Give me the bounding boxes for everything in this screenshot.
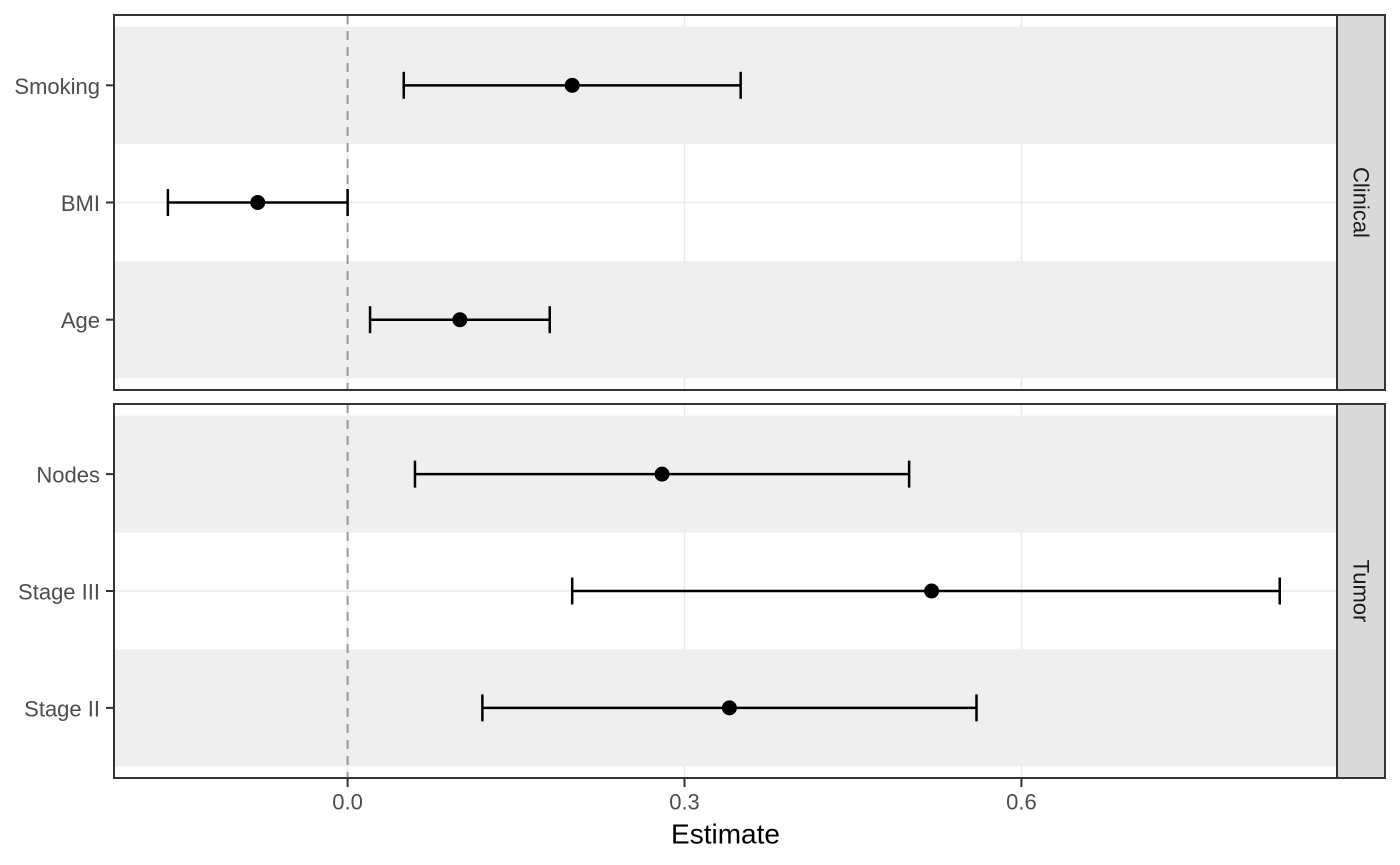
facet-panel-tumor — [113, 403, 1338, 779]
y-label-age: Age — [61, 308, 100, 333]
facet-strip-box — [1336, 403, 1386, 779]
y-label-stage-iii: Stage III — [18, 580, 100, 605]
y-label-nodes: Nodes — [36, 463, 100, 488]
x-tick-label-0-6: 0.6 — [1006, 790, 1037, 815]
point-smoking — [564, 77, 580, 93]
facet-strip-label-tumor: Tumor — [1349, 560, 1374, 623]
facet-strip-box — [1336, 14, 1386, 391]
point-nodes — [654, 466, 670, 482]
facet-strip-clinical: Clinical — [1336, 14, 1386, 391]
facet-strip-label-clinical: Clinical — [1349, 167, 1374, 238]
x-axis-title: Estimate — [671, 819, 780, 850]
point-bmi — [250, 195, 266, 210]
y-label-stage-ii: Stage II — [24, 696, 100, 721]
facet-panel-clinical — [113, 14, 1338, 391]
x-tick-label-0-0: 0.0 — [332, 790, 363, 815]
facet-strip-tumor: Tumor — [1336, 403, 1386, 779]
y-label-bmi: BMI — [61, 191, 100, 216]
row-band-age — [114, 261, 1337, 379]
x-tick-label-0-3: 0.3 — [669, 790, 700, 815]
point-stage-iii — [924, 583, 940, 599]
point-age — [452, 312, 468, 328]
y-label-smoking: Smoking — [14, 74, 100, 99]
point-stage-ii — [721, 700, 737, 716]
